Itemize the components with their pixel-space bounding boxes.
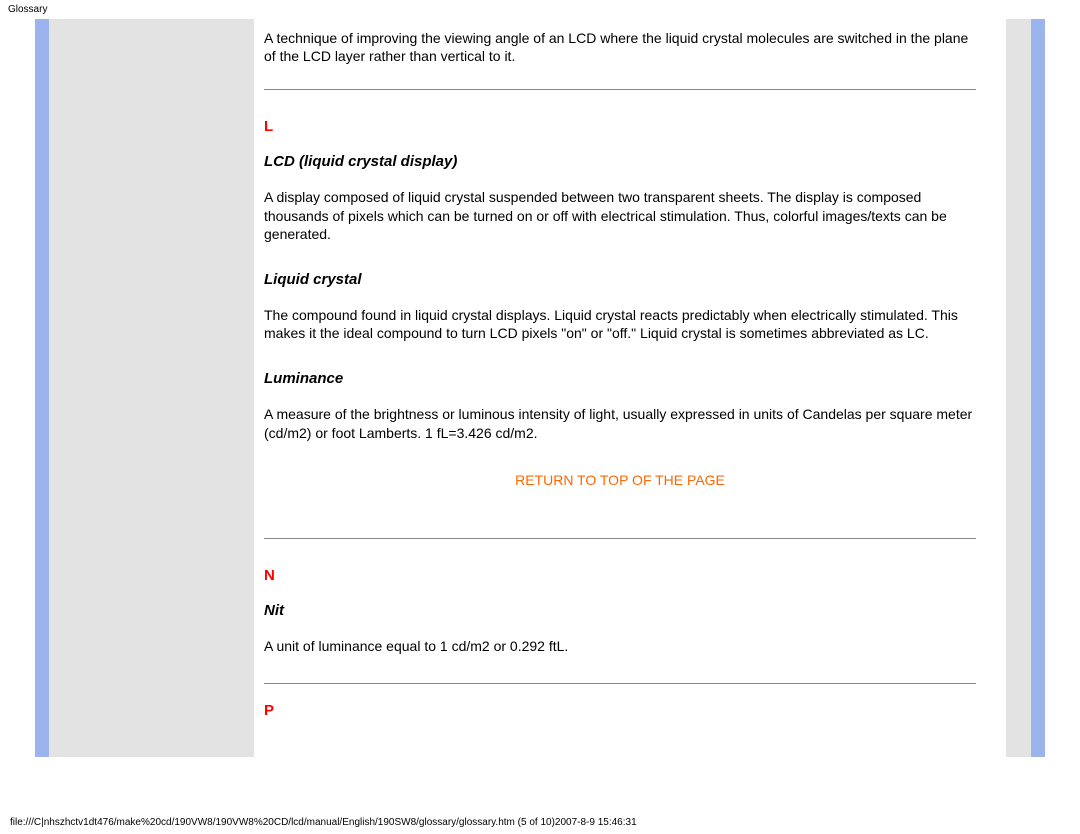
divider: [264, 89, 976, 90]
term-title-luminance: Luminance: [264, 370, 976, 387]
footer-path: file:///C|nhszhctv1dt476/make%20cd/190VW…: [10, 817, 637, 828]
section-letter-l: L: [264, 118, 976, 135]
term-title-lcd: LCD (liquid crystal display): [264, 153, 976, 170]
divider: [264, 683, 976, 684]
main-container: A technique of improving the viewing ang…: [0, 19, 1080, 757]
intro-definition: A technique of improving the viewing ang…: [264, 29, 976, 65]
term-title-nit: Nit: [264, 602, 976, 619]
section-letter-n: N: [264, 567, 976, 584]
term-def-luminance: A measure of the brightness or luminous …: [264, 405, 976, 441]
term-def-lcd: A display composed of liquid crystal sus…: [264, 188, 976, 243]
content-area: A technique of improving the viewing ang…: [254, 19, 1006, 757]
page-header: Glossary: [0, 0, 1080, 19]
divider: [264, 538, 976, 539]
term-def-liquid-crystal: The compound found in liquid crystal dis…: [264, 306, 976, 342]
section-letter-p: P: [264, 702, 976, 719]
right-panel: [1006, 19, 1031, 757]
term-title-liquid-crystal: Liquid crystal: [264, 271, 976, 288]
right-stripe: [1031, 19, 1045, 757]
term-def-nit: A unit of luminance equal to 1 cd/m2 or …: [264, 637, 976, 655]
return-to-top-link[interactable]: RETURN TO TOP OF THE PAGE: [264, 472, 976, 488]
left-panel: [49, 19, 254, 757]
left-stripe: [35, 19, 49, 757]
